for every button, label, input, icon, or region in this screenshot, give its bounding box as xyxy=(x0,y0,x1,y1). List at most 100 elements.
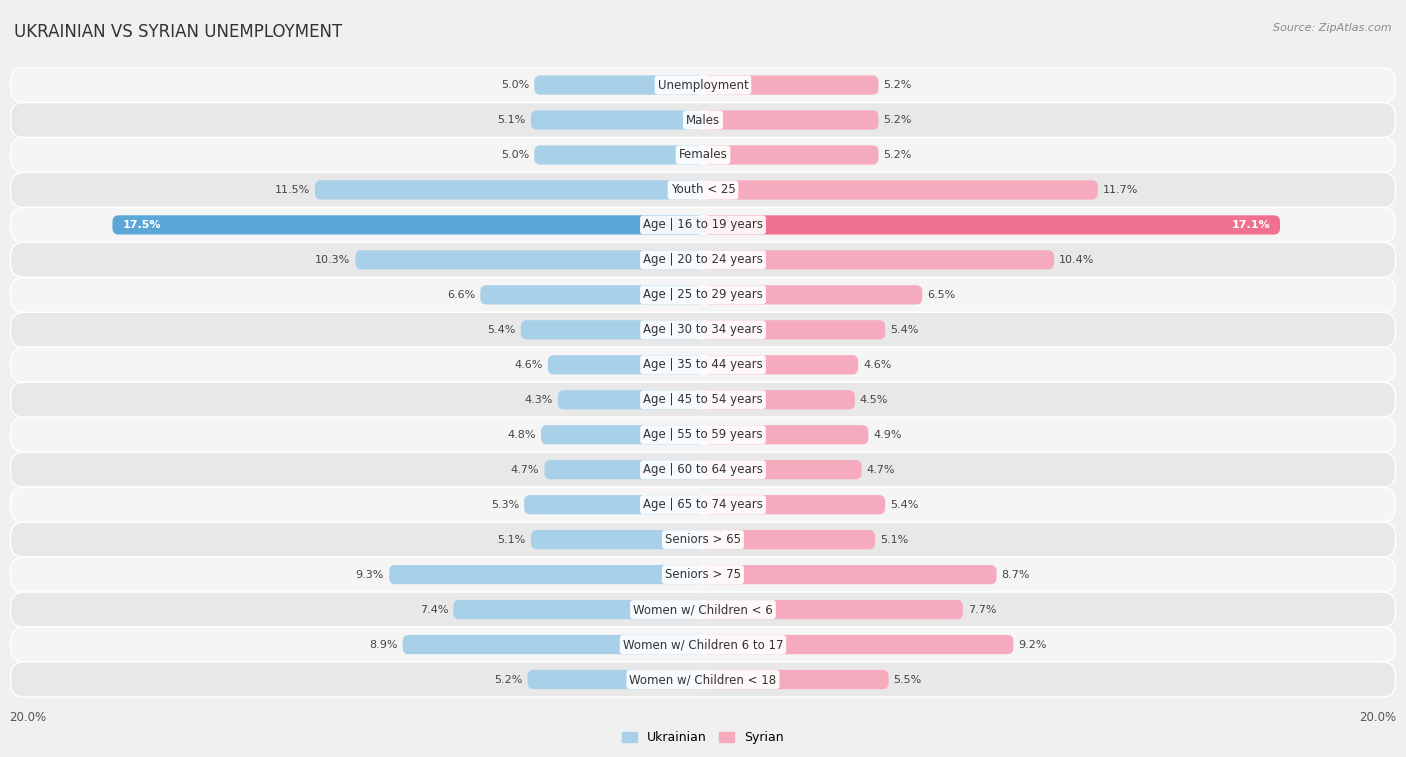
FancyBboxPatch shape xyxy=(703,425,869,444)
FancyBboxPatch shape xyxy=(11,313,1395,347)
FancyBboxPatch shape xyxy=(703,460,862,479)
FancyBboxPatch shape xyxy=(534,76,703,95)
Text: 8.9%: 8.9% xyxy=(370,640,398,650)
Text: 9.3%: 9.3% xyxy=(356,569,384,580)
FancyBboxPatch shape xyxy=(527,670,703,689)
Text: Age | 25 to 29 years: Age | 25 to 29 years xyxy=(643,288,763,301)
FancyBboxPatch shape xyxy=(11,452,1395,488)
Text: Females: Females xyxy=(679,148,727,161)
FancyBboxPatch shape xyxy=(481,285,703,304)
FancyBboxPatch shape xyxy=(11,557,1395,592)
FancyBboxPatch shape xyxy=(703,320,886,339)
Text: 5.4%: 5.4% xyxy=(890,500,918,509)
Text: 10.4%: 10.4% xyxy=(1059,255,1094,265)
Text: 5.0%: 5.0% xyxy=(501,80,529,90)
Legend: Ukrainian, Syrian: Ukrainian, Syrian xyxy=(617,726,789,749)
FancyBboxPatch shape xyxy=(531,111,703,129)
FancyBboxPatch shape xyxy=(11,102,1395,138)
Text: 4.8%: 4.8% xyxy=(508,430,536,440)
Text: 5.2%: 5.2% xyxy=(883,150,912,160)
Text: 4.9%: 4.9% xyxy=(873,430,901,440)
FancyBboxPatch shape xyxy=(11,347,1395,382)
FancyBboxPatch shape xyxy=(112,215,703,235)
FancyBboxPatch shape xyxy=(11,138,1395,173)
Text: 5.4%: 5.4% xyxy=(890,325,918,335)
FancyBboxPatch shape xyxy=(11,662,1395,697)
Text: 6.5%: 6.5% xyxy=(928,290,956,300)
FancyBboxPatch shape xyxy=(548,355,703,375)
Text: 5.4%: 5.4% xyxy=(488,325,516,335)
FancyBboxPatch shape xyxy=(11,522,1395,557)
Text: 5.1%: 5.1% xyxy=(880,534,908,544)
FancyBboxPatch shape xyxy=(11,592,1395,627)
Text: 11.7%: 11.7% xyxy=(1102,185,1139,195)
Text: Males: Males xyxy=(686,114,720,126)
Text: 5.1%: 5.1% xyxy=(498,534,526,544)
Text: Age | 55 to 59 years: Age | 55 to 59 years xyxy=(643,428,763,441)
Text: 5.2%: 5.2% xyxy=(883,115,912,125)
Text: Age | 60 to 64 years: Age | 60 to 64 years xyxy=(643,463,763,476)
Text: 17.1%: 17.1% xyxy=(1232,220,1270,230)
FancyBboxPatch shape xyxy=(11,207,1395,242)
FancyBboxPatch shape xyxy=(11,67,1395,102)
Text: Women w/ Children < 18: Women w/ Children < 18 xyxy=(630,673,776,686)
FancyBboxPatch shape xyxy=(315,180,703,200)
Text: 8.7%: 8.7% xyxy=(1001,569,1031,580)
Text: 7.4%: 7.4% xyxy=(420,605,449,615)
FancyBboxPatch shape xyxy=(703,565,997,584)
FancyBboxPatch shape xyxy=(11,382,1395,417)
Text: 5.5%: 5.5% xyxy=(894,674,922,684)
Text: 5.3%: 5.3% xyxy=(491,500,519,509)
Text: 11.5%: 11.5% xyxy=(274,185,309,195)
FancyBboxPatch shape xyxy=(389,565,703,584)
FancyBboxPatch shape xyxy=(524,495,703,514)
Text: 7.7%: 7.7% xyxy=(967,605,997,615)
Text: 4.6%: 4.6% xyxy=(515,360,543,370)
Text: 6.6%: 6.6% xyxy=(447,290,475,300)
FancyBboxPatch shape xyxy=(703,530,875,550)
FancyBboxPatch shape xyxy=(11,417,1395,452)
FancyBboxPatch shape xyxy=(703,670,889,689)
FancyBboxPatch shape xyxy=(703,180,1098,200)
FancyBboxPatch shape xyxy=(703,111,879,129)
Text: Seniors > 65: Seniors > 65 xyxy=(665,533,741,546)
FancyBboxPatch shape xyxy=(703,390,855,410)
FancyBboxPatch shape xyxy=(11,627,1395,662)
Text: Age | 30 to 34 years: Age | 30 to 34 years xyxy=(643,323,763,336)
Text: Seniors > 75: Seniors > 75 xyxy=(665,568,741,581)
FancyBboxPatch shape xyxy=(11,277,1395,313)
Text: 5.2%: 5.2% xyxy=(883,80,912,90)
FancyBboxPatch shape xyxy=(541,425,703,444)
Text: 4.3%: 4.3% xyxy=(524,394,553,405)
Text: 4.7%: 4.7% xyxy=(866,465,896,475)
FancyBboxPatch shape xyxy=(703,251,1054,269)
Text: 4.6%: 4.6% xyxy=(863,360,891,370)
Text: Youth < 25: Youth < 25 xyxy=(671,183,735,197)
Text: Age | 65 to 74 years: Age | 65 to 74 years xyxy=(643,498,763,511)
Text: Unemployment: Unemployment xyxy=(658,79,748,92)
FancyBboxPatch shape xyxy=(703,215,1279,235)
FancyBboxPatch shape xyxy=(11,173,1395,207)
Text: 17.5%: 17.5% xyxy=(122,220,162,230)
Text: Women w/ Children 6 to 17: Women w/ Children 6 to 17 xyxy=(623,638,783,651)
Text: 5.2%: 5.2% xyxy=(494,674,523,684)
FancyBboxPatch shape xyxy=(703,355,858,375)
Text: 4.5%: 4.5% xyxy=(860,394,889,405)
FancyBboxPatch shape xyxy=(356,251,703,269)
FancyBboxPatch shape xyxy=(703,635,1014,654)
Text: Age | 45 to 54 years: Age | 45 to 54 years xyxy=(643,394,763,407)
Text: Age | 20 to 24 years: Age | 20 to 24 years xyxy=(643,254,763,266)
Text: 10.3%: 10.3% xyxy=(315,255,350,265)
FancyBboxPatch shape xyxy=(703,285,922,304)
FancyBboxPatch shape xyxy=(11,488,1395,522)
FancyBboxPatch shape xyxy=(703,76,879,95)
Text: 5.0%: 5.0% xyxy=(501,150,529,160)
FancyBboxPatch shape xyxy=(703,600,963,619)
Text: 4.7%: 4.7% xyxy=(510,465,540,475)
FancyBboxPatch shape xyxy=(544,460,703,479)
Text: Age | 16 to 19 years: Age | 16 to 19 years xyxy=(643,219,763,232)
FancyBboxPatch shape xyxy=(520,320,703,339)
Text: UKRAINIAN VS SYRIAN UNEMPLOYMENT: UKRAINIAN VS SYRIAN UNEMPLOYMENT xyxy=(14,23,342,41)
Text: Source: ZipAtlas.com: Source: ZipAtlas.com xyxy=(1274,23,1392,33)
Text: 9.2%: 9.2% xyxy=(1018,640,1047,650)
